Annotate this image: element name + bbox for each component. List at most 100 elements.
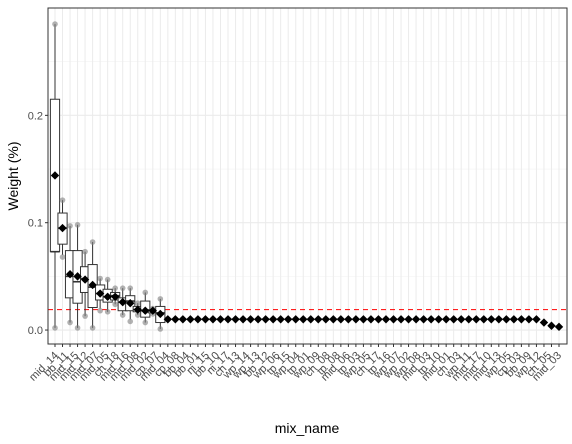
- mean-marker: [494, 315, 504, 324]
- mean-marker: [344, 315, 353, 324]
- mean-marker: [88, 280, 97, 290]
- mean-marker: [299, 315, 308, 324]
- mean-marker: [156, 309, 165, 319]
- mean-marker: [306, 315, 315, 324]
- mean-marker: [186, 315, 195, 324]
- mean-marker: [441, 315, 451, 324]
- mean-marker: [366, 315, 376, 324]
- data-point: [134, 300, 141, 307]
- mean-marker: [231, 315, 240, 324]
- data-point: [157, 326, 164, 332]
- data-point: [112, 301, 118, 308]
- data-point: [104, 308, 111, 315]
- data-point: [142, 319, 149, 326]
- mean-marker: [246, 315, 255, 324]
- data-point: [59, 197, 66, 203]
- mean-marker: [80, 275, 90, 284]
- data-point: [67, 223, 73, 229]
- data-point: [89, 325, 96, 331]
- mean-marker: [268, 315, 278, 324]
- mean-marker: [472, 315, 481, 324]
- outlier-points: [52, 21, 164, 332]
- mean-marker: [539, 318, 549, 327]
- mean-marker: [73, 272, 82, 281]
- grid-minor: [48, 61, 567, 277]
- y-tick-label: 0.1: [28, 218, 43, 230]
- mean-marker: [381, 315, 391, 324]
- mean-marker: [532, 315, 541, 324]
- mean-marker: [502, 315, 511, 324]
- data-point: [97, 275, 103, 282]
- y-tick-label: 0.0: [28, 325, 43, 337]
- mean-marker: [261, 315, 270, 324]
- y-axis: 0.0 0.1 0.2: [28, 110, 48, 337]
- mean-marker: [509, 315, 519, 324]
- mean-marker: [336, 315, 346, 324]
- mean-marker: [171, 315, 180, 324]
- data-point: [104, 276, 111, 283]
- mean-marker: [103, 292, 112, 301]
- data-point: [74, 222, 81, 228]
- mean-marker: [118, 297, 127, 307]
- mean-marker: [449, 315, 458, 324]
- y-tick-label: 0.2: [28, 110, 43, 122]
- mean-marker: [58, 223, 67, 233]
- mean-marker: [141, 306, 150, 315]
- data-point: [89, 239, 96, 245]
- mean-marker: [148, 306, 157, 315]
- mean-marker: [389, 315, 398, 324]
- mean-marker: [426, 315, 436, 324]
- mean-marker: [487, 315, 496, 324]
- data-point: [74, 325, 81, 331]
- data-point: [119, 312, 126, 318]
- mean-marker: [178, 315, 188, 324]
- mean-marker: [276, 315, 285, 324]
- mean-marker: [517, 315, 526, 324]
- data-point: [82, 313, 88, 319]
- mean-marker: [359, 315, 368, 324]
- x-axis: mid_14bb_11mid_15mid_12mid_07mid_05ch_18…: [27, 344, 564, 384]
- mean-marker: [223, 315, 233, 324]
- mean-marker: [201, 315, 210, 324]
- panel-border: [47, 7, 568, 345]
- mean-marker: [464, 315, 473, 324]
- mean-marker: [554, 322, 564, 332]
- mean-marker: [253, 315, 263, 324]
- data-point: [82, 248, 88, 255]
- mean-marker: [50, 171, 60, 180]
- data-point: [112, 285, 118, 291]
- mean-marker: [524, 315, 534, 324]
- mean-marker: [95, 289, 105, 298]
- mean-marker: [314, 315, 323, 324]
- mean-marker: [329, 315, 338, 324]
- data-point: [127, 318, 134, 325]
- mean-marker: [193, 315, 203, 324]
- mean-marker: [411, 315, 421, 324]
- data-point: [97, 307, 103, 314]
- mean-marker: [374, 315, 383, 324]
- data-point: [52, 325, 58, 331]
- mean-marker: [457, 315, 466, 324]
- mean-marker: [65, 270, 75, 279]
- mean-marker: [126, 299, 135, 308]
- mean-marker: [283, 315, 293, 324]
- mean-marker: [216, 315, 225, 324]
- mean-marker: [404, 315, 413, 324]
- mean-markers: [50, 171, 564, 332]
- mean-marker: [547, 321, 556, 330]
- mean-marker: [396, 315, 406, 324]
- mean-marker: [434, 315, 443, 324]
- x-axis-title: mix_name: [275, 420, 340, 436]
- data-point: [67, 319, 73, 326]
- mean-marker: [351, 315, 361, 324]
- data-point: [52, 21, 58, 27]
- mean-marker: [133, 305, 142, 314]
- data-point: [134, 312, 141, 318]
- mean-marker: [163, 315, 173, 324]
- mean-marker: [110, 292, 120, 301]
- mean-marker: [419, 315, 428, 324]
- data-point: [59, 254, 66, 260]
- mean-marker: [321, 315, 331, 324]
- mean-marker: [238, 315, 248, 324]
